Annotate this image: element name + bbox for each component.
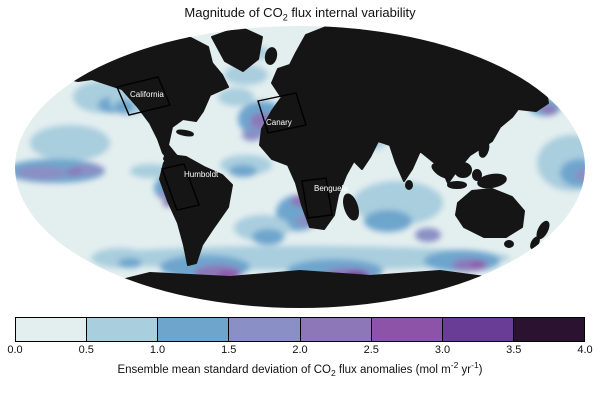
colorbar-tick: 3.0 bbox=[434, 344, 451, 356]
caption-superscript-1: -2 bbox=[450, 360, 459, 370]
region-box-california bbox=[116, 76, 171, 116]
colorbar-tick: 1.0 bbox=[149, 344, 166, 356]
caption-subscript: 2 bbox=[330, 368, 336, 379]
island-cuba bbox=[176, 129, 194, 137]
colorbar-tick: 2.5 bbox=[363, 344, 379, 356]
region-boxes bbox=[116, 76, 333, 219]
colorbar-ticks: 0.0 0.5 1.0 1.5 2.0 2.5 3.0 3.5 4.0 bbox=[7, 344, 592, 358]
caption-text-3: yr bbox=[458, 363, 472, 376]
island-madagascar bbox=[343, 193, 359, 221]
caption-text-2: flux anomalies (mol m bbox=[335, 363, 451, 376]
colorbar-segment bbox=[87, 318, 159, 341]
region-box-canary bbox=[257, 92, 307, 134]
colorbar-tick: 4.0 bbox=[577, 344, 593, 356]
caption-text: Ensemble mean standard deviation of CO bbox=[117, 363, 331, 376]
region-label-california: California bbox=[130, 90, 164, 99]
colorbar-segment bbox=[371, 318, 443, 341]
colorbar-tick: 1.5 bbox=[221, 344, 237, 356]
island-sri-lanka bbox=[405, 180, 413, 190]
continent-antarctica bbox=[84, 270, 531, 308]
island-new-guinea bbox=[477, 173, 507, 189]
colorbar-caption: Ensemble mean standard deviation of CO2 … bbox=[0, 360, 600, 378]
island-japan bbox=[515, 86, 533, 108]
island-iceland bbox=[243, 37, 257, 45]
title-text: Magnitude of CO bbox=[184, 5, 283, 20]
world-map: California Canary Humboldt Benguela bbox=[15, 26, 585, 308]
title-subscript: 2 bbox=[282, 12, 288, 23]
island-new-zealand-south bbox=[530, 236, 540, 250]
region-box-humboldt bbox=[161, 163, 200, 211]
island-borneo bbox=[454, 162, 472, 178]
island-britain bbox=[264, 47, 278, 65]
caption-text-4: ) bbox=[478, 363, 483, 376]
colorbar-tick: 2.0 bbox=[292, 344, 308, 356]
colorbar-segment bbox=[16, 318, 88, 341]
continent-south-america bbox=[159, 154, 233, 266]
island-tasmania bbox=[504, 240, 514, 248]
colorbar-tick: 0.5 bbox=[78, 344, 94, 356]
colorbar-tick: 3.5 bbox=[506, 344, 522, 356]
region-label-benguela: Benguela bbox=[314, 184, 348, 193]
continent-australia bbox=[455, 188, 525, 238]
region-label-humboldt: Humboldt bbox=[184, 170, 219, 179]
colorbar-tick: 0.0 bbox=[7, 344, 23, 356]
colorbar-segment bbox=[300, 318, 372, 341]
island-java bbox=[447, 181, 467, 189]
colorbar-segment bbox=[229, 318, 301, 341]
colorbar-segment bbox=[158, 318, 230, 341]
colorbar-wrap: 0.0 0.5 1.0 1.5 2.0 2.5 3.0 3.5 4.0 bbox=[7, 317, 593, 358]
region-labels: California Canary Humboldt Benguela bbox=[130, 90, 348, 193]
island-sumatra bbox=[431, 163, 451, 179]
island-sulawesi bbox=[472, 169, 482, 181]
island-philippines bbox=[478, 140, 490, 158]
colorbar bbox=[15, 317, 585, 342]
islands bbox=[176, 37, 550, 250]
title-text-2: flux internal variability bbox=[287, 5, 416, 20]
continent-africa bbox=[259, 88, 371, 230]
figure-title: Magnitude of CO2 flux internal variabili… bbox=[0, 0, 600, 23]
colorbar-segment bbox=[442, 318, 514, 341]
region-box-benguela bbox=[301, 177, 333, 219]
region-label-canary: Canary bbox=[266, 118, 292, 127]
caption-superscript-2: -1 bbox=[471, 360, 479, 370]
continent-north-america bbox=[57, 34, 229, 164]
colorbar-segment bbox=[513, 318, 584, 341]
